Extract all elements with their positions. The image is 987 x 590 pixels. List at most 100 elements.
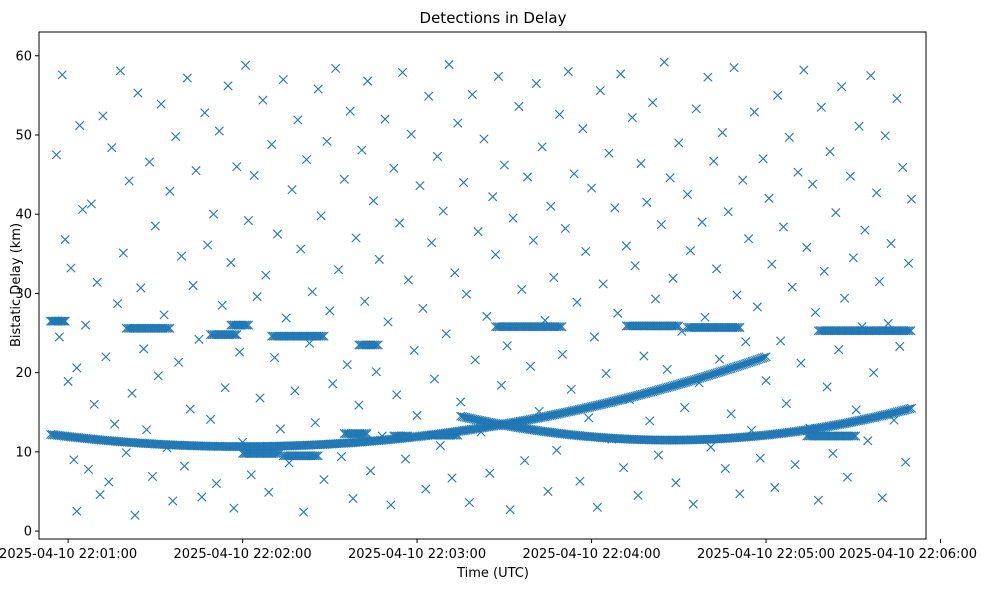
data-point [362, 429, 372, 439]
data-point [412, 410, 422, 421]
data-point [639, 351, 649, 361]
data-point [682, 189, 693, 199]
data-point [383, 317, 393, 327]
data-point [905, 404, 915, 414]
data-point [144, 157, 155, 167]
data-point [95, 490, 105, 500]
data-point [611, 396, 621, 406]
data-point [459, 177, 469, 188]
data-point [230, 330, 240, 340]
data-point [380, 114, 390, 124]
data-point [299, 507, 309, 517]
data-point [342, 360, 352, 370]
data-point [540, 315, 550, 325]
data-point [493, 71, 504, 81]
y-axis: 0 10 20 30 40 50 60 [15, 49, 39, 540]
data-point [563, 67, 573, 77]
data-point [400, 454, 411, 464]
data-point [681, 377, 691, 387]
data-point [639, 389, 649, 399]
data-point [773, 90, 783, 100]
data-point [746, 425, 757, 436]
data-point [307, 287, 317, 297]
data-point [689, 375, 700, 385]
x-tick-label: 2025-04-10 22:06:00 [839, 547, 977, 562]
data-point [597, 399, 607, 409]
data-point [648, 386, 658, 397]
data-point [319, 474, 329, 485]
data-point [319, 331, 329, 341]
data-point [667, 381, 677, 391]
data-point [674, 379, 684, 389]
data-point [401, 431, 411, 441]
data-point [374, 254, 384, 264]
data-point [188, 280, 198, 291]
data-point [749, 107, 760, 117]
data-point [878, 410, 889, 420]
data-point [223, 81, 233, 91]
data-point [630, 391, 640, 401]
data-point [578, 124, 588, 134]
y-tick-label: 10 [15, 445, 32, 460]
data-point [406, 129, 416, 139]
data-point [514, 101, 524, 112]
data-point [663, 382, 673, 392]
data-point [810, 307, 821, 318]
data-point [424, 91, 434, 101]
data-point [240, 320, 250, 330]
data-point [546, 201, 556, 211]
data-point [828, 448, 838, 459]
data-point [246, 470, 256, 480]
data-point [670, 321, 680, 331]
data-point [636, 158, 646, 169]
data-point [586, 183, 597, 193]
data-point [86, 199, 96, 209]
data-point [252, 292, 262, 302]
data-point [315, 331, 326, 341]
data-point [80, 320, 91, 330]
data-point [275, 424, 285, 434]
data-point [278, 74, 288, 85]
data-point [730, 362, 740, 372]
data-point [153, 371, 163, 381]
data-point [861, 414, 871, 424]
data-point [731, 362, 741, 372]
data-point [848, 253, 858, 263]
data-point [522, 172, 533, 182]
data-point [168, 496, 178, 506]
x-tick-label: 2025-04-10 22:01:00 [0, 547, 137, 562]
data-point [421, 484, 431, 494]
data-point [677, 378, 687, 388]
data-points [46, 57, 917, 520]
data-point [767, 259, 777, 269]
data-point [857, 322, 867, 332]
data-point [735, 322, 745, 333]
data-point [731, 322, 741, 333]
data-point [891, 407, 901, 417]
data-point [871, 188, 882, 198]
data-point [658, 384, 668, 394]
data-point [659, 57, 669, 67]
data-point [807, 179, 818, 189]
data-point [69, 455, 79, 465]
data-point [614, 395, 625, 405]
data-point [317, 331, 327, 341]
data-point [365, 466, 376, 476]
data-point [136, 283, 146, 293]
x-tick-label: 2025-04-10 22:05:00 [697, 547, 835, 562]
data-point [560, 223, 570, 234]
data-point [871, 412, 882, 422]
data-point [705, 370, 715, 380]
data-point [328, 379, 338, 389]
data-point [756, 353, 766, 364]
data-point [691, 104, 701, 114]
data-point [628, 391, 639, 402]
data-point [78, 204, 88, 215]
data-point [461, 289, 472, 299]
data-point [182, 73, 192, 83]
data-point [576, 404, 586, 414]
data-point [432, 151, 443, 161]
data-point [281, 313, 291, 323]
data-point [311, 451, 322, 461]
data-point [825, 147, 835, 157]
